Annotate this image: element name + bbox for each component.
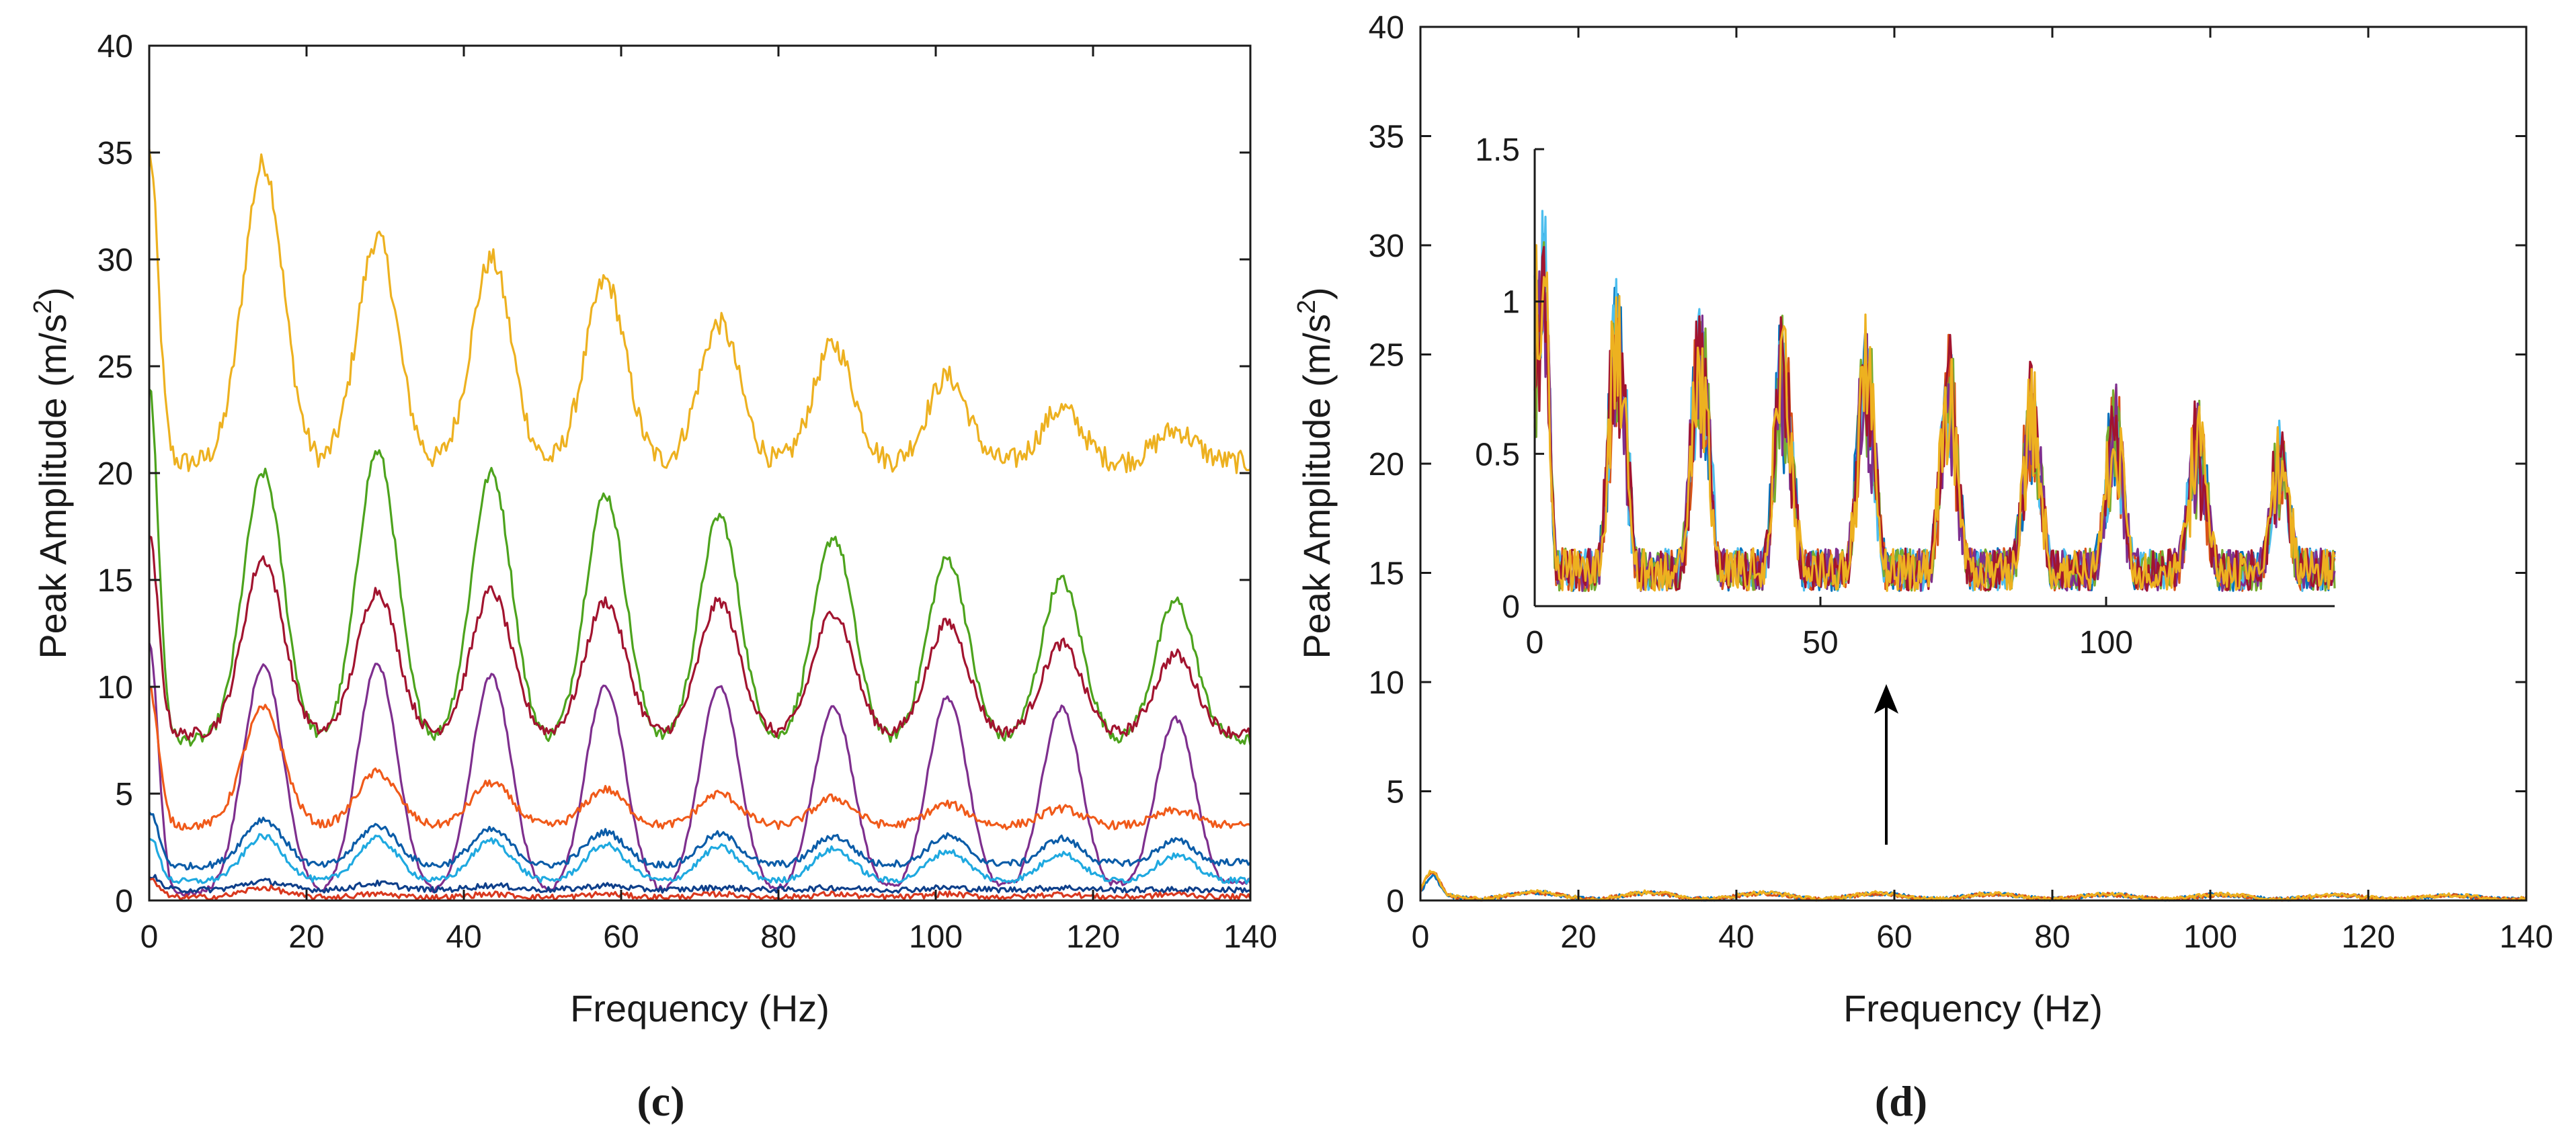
y-tick-label: 30 — [1369, 228, 1404, 264]
x-tick-label: 0 — [1412, 919, 1430, 955]
ticks-c: 0 20 40 60 80 100 120 140 0 5 10 15 20 25 30 35 40 — [97, 29, 1277, 955]
inset-x-tick-label: 100 — [2079, 625, 2133, 661]
x-tick-label: 140 — [1223, 919, 1277, 955]
panel-label-d: (d) — [1875, 1077, 1927, 1125]
series-line-yellow — [148, 149, 1251, 474]
series-line-light-blue — [149, 833, 1252, 884]
series-line-dark-red — [149, 535, 1252, 741]
x-tick-label: 60 — [1876, 919, 1912, 955]
inset-x-tick-label: 0 — [1526, 625, 1544, 661]
inset-x-tick-label: 50 — [1802, 625, 1838, 661]
series-line-navy-flat — [149, 874, 1251, 894]
x-tick-label: 100 — [2183, 919, 2237, 955]
inset-ticks: 0 50 100 0 0.5 1 1.5 — [1475, 132, 2133, 661]
series-line-dark-blue — [148, 811, 1252, 871]
inset-series-group — [1533, 210, 2336, 592]
y-tick-label: 25 — [1369, 338, 1404, 374]
y-tick-label: 35 — [1369, 120, 1404, 155]
inset-y-tick-label: 0.5 — [1475, 437, 1520, 472]
series-line-red-flat — [149, 878, 1252, 901]
y-tick-label: 20 — [97, 456, 133, 492]
x-tick-label: 100 — [909, 919, 963, 955]
x-axis-label-c: Frequency (Hz) — [570, 987, 830, 1029]
y-tick-label: 5 — [1386, 775, 1404, 810]
inset-series-line — [1533, 244, 2336, 592]
x-axis-label-d: Frequency (Hz) — [1843, 987, 2103, 1029]
x-tick-label: 80 — [760, 919, 796, 955]
y-axis-label-d: Peak Amplitude (m/s2) — [1293, 287, 1338, 659]
annotation-arrow — [1874, 684, 1898, 845]
panel-label-c: (c) — [637, 1077, 684, 1125]
series-group-d — [1419, 870, 2528, 902]
x-tick-label: 40 — [1718, 919, 1754, 955]
y-tick-label: 30 — [97, 243, 133, 278]
x-tick-label: 140 — [2499, 919, 2553, 955]
y-tick-label: 0 — [1386, 884, 1404, 919]
inset-y-tick-label: 0 — [1502, 589, 1520, 625]
inset-y-tick-label: 1.5 — [1475, 132, 1520, 168]
y-tick-label: 25 — [97, 349, 133, 385]
x-tick-label: 40 — [446, 919, 481, 955]
y-tick-label: 40 — [1369, 10, 1404, 46]
y-tick-label: 35 — [97, 136, 133, 171]
y-tick-label: 20 — [1369, 447, 1404, 482]
series-group-c — [148, 149, 1252, 901]
x-tick-label: 120 — [2341, 919, 2395, 955]
y-tick-label: 15 — [1369, 556, 1404, 592]
series-line-green — [148, 388, 1252, 747]
chart-panel-c: 0 20 40 60 80 100 120 140 0 5 10 15 20 25 30 35 40 Frequ… — [29, 29, 1277, 1125]
y-tick-label: 0 — [115, 884, 133, 919]
series-line-orange — [149, 686, 1251, 831]
y-tick-label: 15 — [97, 563, 133, 599]
x-tick-label: 120 — [1066, 919, 1120, 955]
y-axis-label-c: Peak Amplitude (m/s2) — [29, 287, 74, 659]
series-line-purple — [148, 642, 1252, 897]
x-tick-label: 80 — [2034, 919, 2070, 955]
x-tick-label: 20 — [288, 919, 324, 955]
y-tick-label: 40 — [97, 29, 133, 65]
y-tick-label: 5 — [115, 777, 133, 812]
x-tick-label: 0 — [140, 919, 159, 955]
inset-chart: 0 50 100 0 0.5 1 1.5 — [1475, 132, 2336, 661]
y-tick-label: 10 — [1369, 665, 1404, 701]
x-tick-label: 60 — [603, 919, 639, 955]
y-tick-label: 10 — [97, 670, 133, 706]
inset-y-tick-label: 1 — [1502, 285, 1520, 321]
x-tick-label: 20 — [1560, 919, 1596, 955]
